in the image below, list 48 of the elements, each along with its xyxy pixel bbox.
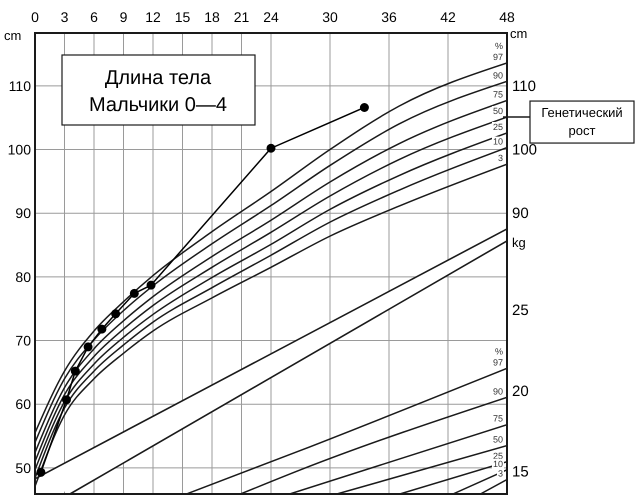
y-tick-label: 50	[15, 460, 32, 476]
x-tick-label: 36	[381, 9, 397, 25]
series-label: 25	[492, 122, 503, 132]
x-tick-label: 30	[322, 9, 338, 25]
x-tick-label: 15	[174, 9, 190, 25]
series-label: 50	[492, 434, 503, 445]
series-label: 3	[498, 468, 503, 478]
x-tick-label: 42	[440, 9, 456, 25]
annotation: Генетический рост	[541, 105, 623, 138]
y2-tick-label: 20	[512, 382, 529, 400]
x-tick-label: 48	[499, 9, 515, 25]
series-label: 75	[492, 89, 503, 100]
series-label: 50	[492, 106, 503, 116]
series-label: 90	[492, 70, 503, 80]
y3-tick-label: 110	[512, 78, 536, 95]
text: Мальчики 0—4	[88, 94, 228, 116]
y-tick-label: 100	[8, 142, 32, 158]
y-tick-label: 70	[15, 332, 32, 349]
x-tick-label: 3	[60, 9, 69, 25]
y-axis-title: cm	[4, 28, 22, 43]
y2-tick-label: 15	[512, 463, 529, 480]
x-tick-label: 21	[234, 9, 250, 25]
series-label: 97	[492, 52, 503, 62]
x-tick-label: 18	[204, 9, 220, 25]
series-label: 90	[492, 386, 503, 396]
y3-tick-label: 90	[512, 205, 529, 222]
y-tick-label: 80	[15, 268, 32, 285]
x-tick-label: 24	[263, 9, 279, 25]
series-label: 10	[492, 136, 503, 147]
annotation: %	[494, 346, 503, 356]
y2-tick-label: 25	[512, 302, 529, 320]
annotation: %	[494, 40, 503, 51]
series-label: 10	[492, 458, 503, 469]
text: Длина тела	[104, 67, 212, 89]
series-label: 3	[498, 153, 503, 164]
x-tick-label: 6	[90, 9, 98, 25]
y-tick-label: 110	[8, 78, 32, 94]
y-tick-label: 60	[15, 396, 32, 412]
y2-axis-title: kg	[512, 235, 526, 250]
x-tick-label: 0	[31, 9, 40, 25]
y3-tick-label: 100	[512, 142, 538, 159]
x-tick-label: 9	[120, 9, 128, 25]
series-label: 75	[492, 414, 503, 424]
x-tick-label: 12	[145, 9, 161, 25]
y-tick-label: 90	[15, 205, 32, 222]
series-label: 25	[492, 450, 503, 461]
series-label: 97	[492, 357, 503, 368]
y3-axis-title: cm	[510, 26, 528, 41]
